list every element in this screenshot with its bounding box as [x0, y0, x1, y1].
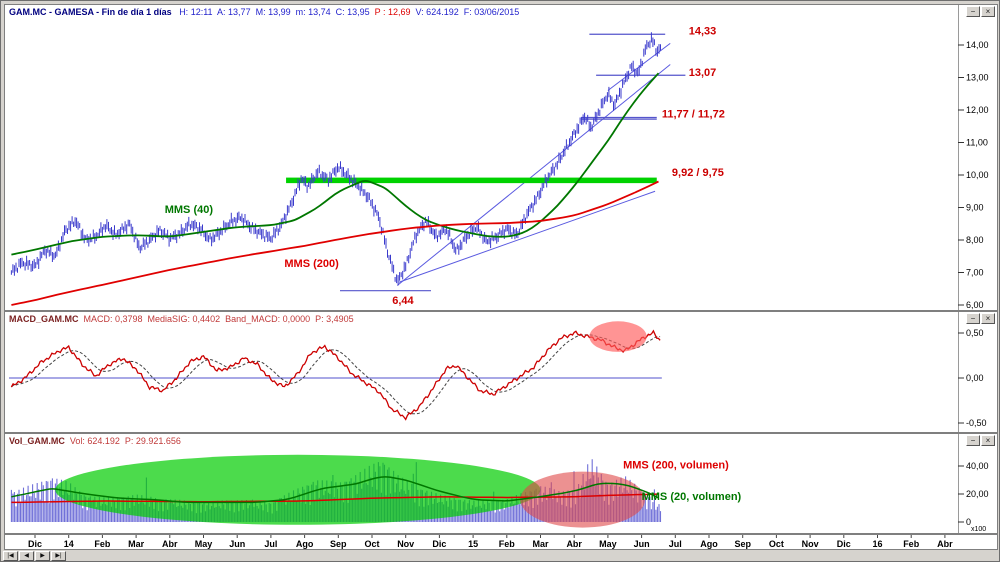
mms20-volume-line[interactable]	[11, 476, 659, 504]
price-panel-window-controls: − ×	[966, 6, 995, 17]
price-level-label[interactable]: 6,44	[392, 295, 414, 307]
scale-tick-label: 13,00	[966, 73, 989, 83]
time-tick-label: Mar	[532, 539, 549, 549]
price-level-label[interactable]: 13,07	[689, 67, 717, 79]
ma-label[interactable]: MMS (200)	[284, 258, 339, 270]
scale-tick-label: 10,00	[966, 170, 989, 180]
scale-tick-label: 14,00	[966, 40, 989, 50]
macd-panel: 0,50 0,00 -0,50 MACD_GAM.MC MACD: 0,3798 M…	[4, 311, 998, 433]
go-first-button[interactable]: |◀	[3, 551, 18, 561]
time-tick-label: Ago	[296, 539, 314, 549]
volume-red-ellipse[interactable]	[520, 471, 645, 528]
time-tick-label: Mar	[128, 539, 145, 549]
time-tick-label: 15	[468, 539, 478, 549]
scale-tick-label: 8,00	[966, 235, 984, 245]
time-tick-label: Ago	[700, 539, 718, 549]
time-tick-label: Jul	[669, 539, 682, 549]
scale-tick-label: 0,00	[966, 373, 984, 383]
price-bars[interactable]	[10, 32, 661, 286]
time-tick-label: Sep	[330, 539, 347, 549]
close-icon[interactable]: ×	[981, 435, 995, 446]
trendline[interactable]	[396, 64, 671, 286]
time-tick-label: Oct	[769, 539, 784, 549]
scale-tick-label: 9,00	[966, 203, 984, 213]
step-forward-button[interactable]: ▶	[35, 551, 50, 561]
scale-tick-label: 11,00	[966, 138, 988, 148]
time-tick-label: Feb	[499, 539, 516, 549]
price-chart-canvas[interactable]: 14,00 13,00 12,00 11,00 10,00 9,00 8,00 7,00 6,0…	[5, 5, 997, 310]
volume-green-ellipse[interactable]	[55, 454, 541, 525]
time-tick-label: Dic	[432, 539, 446, 549]
volume-panel: 40,00 20,00 0 x100 MMS (200, volumen) MMS (20…	[4, 433, 998, 534]
price-panel: 14,00 13,00 12,00 11,00 10,00 9,00 8,00 7,00 6,0…	[4, 4, 998, 311]
time-tick-label: 14	[64, 539, 74, 549]
time-axis[interactable]: Dic 14 Feb Mar Abr May Jun Jul Ago Sep Oct Nov Dic 15…	[4, 534, 998, 550]
time-axis-canvas[interactable]: Dic 14 Feb Mar Abr May Jun Jul Ago Sep Oct Nov Dic 15…	[5, 535, 997, 549]
mms200-volume-line[interactable]	[11, 493, 659, 504]
close-icon[interactable]: ×	[981, 6, 995, 17]
time-tick-label: Abr	[162, 539, 178, 549]
macd-highlight-ellipse[interactable]	[589, 321, 647, 352]
macd-panel-window-controls: − ×	[966, 313, 995, 324]
scale-tick-label: 0,50	[966, 328, 984, 338]
trendline[interactable]	[398, 190, 656, 283]
time-tick-label: Abr	[566, 539, 582, 549]
minimize-icon[interactable]: −	[966, 313, 980, 324]
time-tick-label: 16	[872, 539, 882, 549]
time-tick-label: Feb	[94, 539, 111, 549]
scale-tick-label: 20,00	[966, 489, 989, 499]
step-back-button[interactable]: ◀	[19, 551, 34, 561]
time-tick-label: Oct	[364, 539, 379, 549]
scale-tick-label: 6,00	[966, 300, 984, 310]
time-tick-label: Nov	[802, 539, 819, 549]
time-tick-label: Jun	[229, 539, 245, 549]
time-tick-label: Feb	[903, 539, 920, 549]
scale-tick-label: 12,00	[966, 105, 989, 115]
mms40-line[interactable]	[11, 72, 660, 256]
close-icon[interactable]: ×	[981, 313, 995, 324]
time-tick-label: Jul	[264, 539, 277, 549]
scale-tick-label: 0	[966, 517, 971, 527]
time-tick-label: Jun	[634, 539, 650, 549]
bottom-scrollbar: |◀ ◀ ▶ ▶|	[1, 550, 999, 561]
volume-scale-note: x100	[971, 526, 986, 533]
time-tick-label: Dic	[837, 539, 851, 549]
volume-panel-window-controls: − ×	[966, 435, 995, 446]
price-level-label[interactable]: 11,77 / 11,72	[662, 108, 725, 120]
support-band[interactable]	[286, 177, 657, 184]
mms200-line[interactable]	[11, 180, 659, 306]
time-tick-label: Dic	[28, 539, 42, 549]
price-level-label[interactable]: 9,92 / 9,75	[672, 167, 724, 179]
minimize-icon[interactable]: −	[966, 6, 980, 17]
time-tick-label: Abr	[937, 539, 953, 549]
scale-tick-label: -0,50	[966, 418, 987, 428]
volume-ma-label[interactable]: MMS (200, volumen)	[623, 460, 729, 472]
macd-line[interactable]	[10, 329, 661, 421]
time-tick-label: Nov	[397, 539, 414, 549]
price-level-label[interactable]: 14,33	[689, 25, 717, 37]
time-tick-label: May	[195, 539, 213, 549]
ma-label[interactable]: MMS (40)	[165, 204, 214, 216]
time-tick-label: Sep	[734, 539, 751, 549]
minimize-icon[interactable]: −	[966, 435, 980, 446]
macd-signal-line[interactable]	[11, 334, 661, 415]
macd-chart-canvas[interactable]: 0,50 0,00 -0,50	[5, 312, 997, 432]
time-tick-label: May	[599, 539, 617, 549]
volume-ma-label[interactable]: MMS (20, volumen)	[642, 491, 742, 503]
scale-tick-label: 7,00	[966, 268, 984, 278]
scale-tick-label: 40,00	[966, 461, 989, 471]
go-last-button[interactable]: ▶|	[51, 551, 66, 561]
